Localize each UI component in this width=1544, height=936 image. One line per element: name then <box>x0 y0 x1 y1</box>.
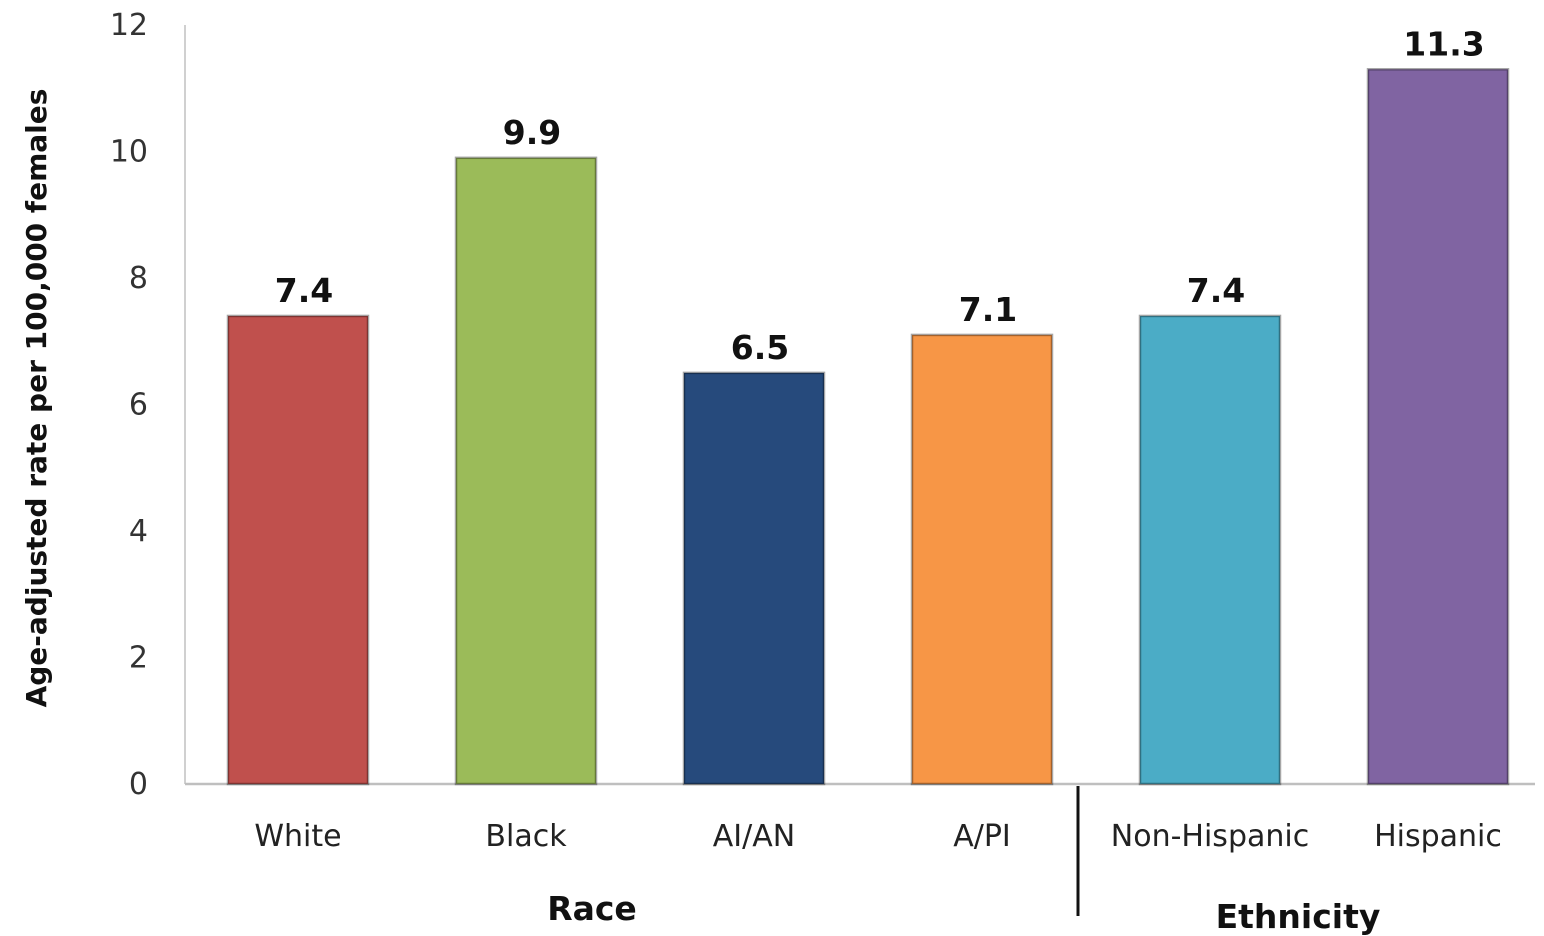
bar-non-hispanic <box>1138 314 1282 786</box>
value-label: 7.1 <box>959 290 1017 329</box>
y-axis-ticks: 0 2 4 6 8 10 12 <box>110 8 148 802</box>
bars-group <box>226 68 1510 786</box>
y-tick-label: 6 <box>129 388 148 423</box>
category-label: AI/AN <box>713 819 795 854</box>
bar-black <box>454 156 598 786</box>
y-axis-title: Age-adjusted rate per 100,000 females <box>20 89 53 708</box>
y-tick-label: 8 <box>129 261 148 296</box>
category-label: White <box>254 819 341 854</box>
category-label: Non-Hispanic <box>1111 819 1309 854</box>
category-label: Hispanic <box>1374 819 1502 854</box>
value-label: 11.3 <box>1403 24 1484 63</box>
bar-ai-an <box>682 371 826 786</box>
category-label: Black <box>485 819 567 854</box>
value-label: 7.4 <box>1187 271 1245 310</box>
value-label: 9.9 <box>503 113 561 152</box>
group-label-ethnicity: Ethnicity <box>1216 897 1381 936</box>
y-tick-label: 12 <box>110 8 148 43</box>
value-label: 6.5 <box>731 328 789 367</box>
bar-white <box>226 314 370 786</box>
bar-a-pi <box>910 333 1054 786</box>
y-tick-label: 2 <box>129 641 148 676</box>
category-label: A/PI <box>953 819 1011 854</box>
y-tick-label: 10 <box>110 135 148 170</box>
group-label-race: Race <box>547 889 637 928</box>
value-label: 7.4 <box>275 271 333 310</box>
y-tick-label: 0 <box>129 767 148 802</box>
value-labels-group: 7.4 9.9 6.5 7.1 7.4 11.3 <box>275 24 1485 367</box>
y-tick-label: 4 <box>129 514 148 549</box>
category-labels-group: White Black AI/AN A/PI Non-Hispanic Hispanic <box>254 819 1502 854</box>
bar-hispanic <box>1366 68 1510 786</box>
group-labels-group: Race Ethnicity <box>547 889 1380 936</box>
